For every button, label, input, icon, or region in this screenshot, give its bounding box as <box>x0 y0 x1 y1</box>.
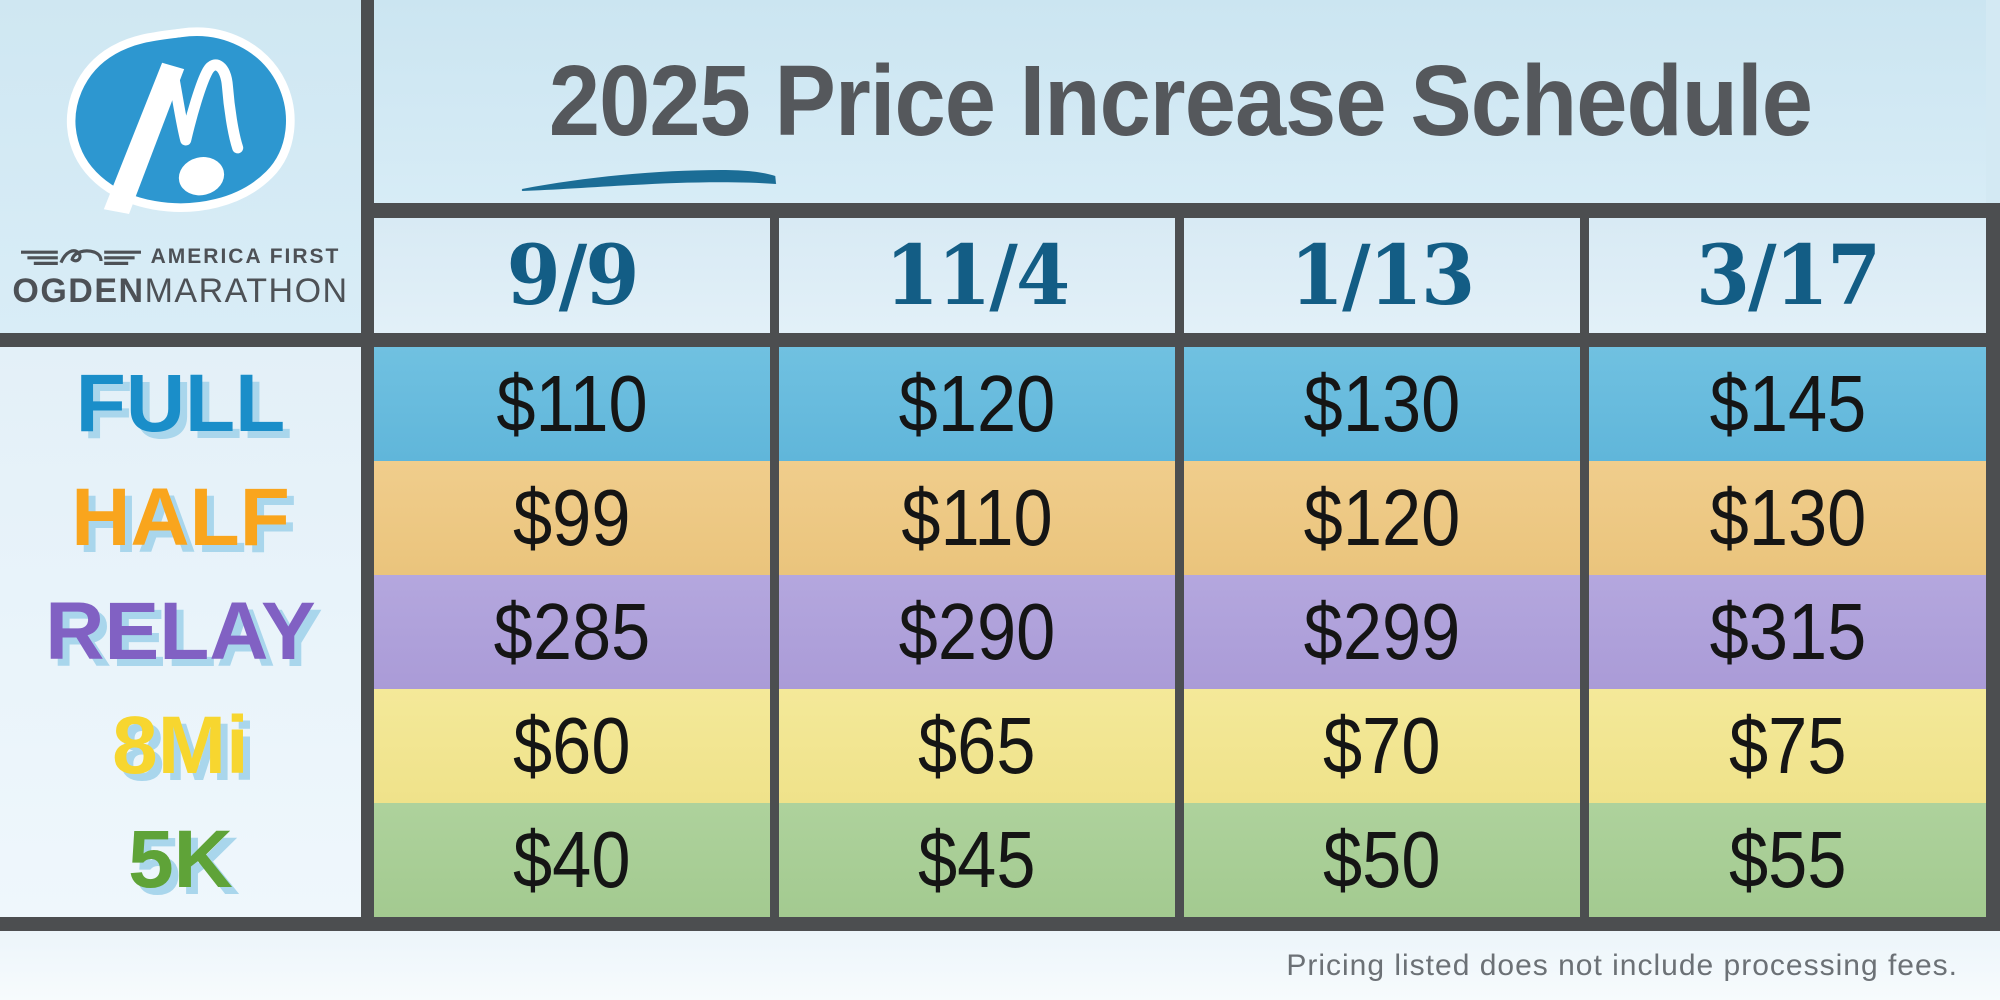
price-cell-half-11-4: $110 <box>779 461 1175 575</box>
underline-swoosh-icon <box>521 170 776 191</box>
header-bottom-border <box>0 333 2000 347</box>
race-label-full: FULL <box>75 358 286 449</box>
race-labels-column: FULL HALF RELAY 8Mi 5K <box>0 347 361 917</box>
price-cell-8mi-1-13: $70 <box>1184 689 1580 803</box>
price-cell-8mi-3-17: $75 <box>1589 689 1986 803</box>
brand-ogden-marathon-text: OGDENMARATHON <box>12 272 348 311</box>
price-cell-relay-1-13: $299 <box>1184 575 1580 689</box>
table-right-border <box>1986 203 2000 917</box>
header-top-border <box>374 203 2000 218</box>
brand-line-america-first: AMERICA FIRST <box>20 244 341 270</box>
price-cell-full-9-9: $110 <box>374 347 770 461</box>
price-cell-5k-9-9: $40 <box>374 803 770 917</box>
processing-fees-note: Pricing listed does not include processi… <box>1286 948 1958 982</box>
date-header-3-17: 3/17 <box>1589 218 1986 333</box>
price-cell-8mi-11-4: $65 <box>779 689 1175 803</box>
ogden-marathon-m-logo-icon <box>66 27 295 214</box>
race-label-relay: RELAY <box>45 586 316 677</box>
price-cell-half-3-17: $130 <box>1589 461 1986 575</box>
table-bottom-border <box>0 917 2000 931</box>
america-first-wings-icon <box>20 249 141 265</box>
price-cell-5k-1-13: $50 <box>1184 803 1580 917</box>
vertical-divider <box>361 0 374 917</box>
footer-strip: Pricing listed does not include processi… <box>0 931 2000 1000</box>
race-label-8mi: 8Mi <box>112 700 249 791</box>
price-cell-8mi-9-9: $60 <box>374 689 770 803</box>
title-area: 2025 Price Increase Schedule <box>374 0 1986 203</box>
brand-america-first-text: AMERICA FIRST <box>150 245 341 268</box>
race-label-half: HALF <box>71 472 290 563</box>
price-cell-full-1-13: $130 <box>1184 347 1580 461</box>
page-title: 2025 Price Increase Schedule <box>521 44 1812 191</box>
title-year: 2025 <box>521 44 776 191</box>
price-cell-relay-11-4: $290 <box>779 575 1175 689</box>
price-cell-full-11-4: $120 <box>779 347 1175 461</box>
brand-ogden: OGDEN <box>12 272 145 310</box>
title-rest: Price Increase Schedule <box>749 45 1812 157</box>
race-label-5k: 5K <box>128 814 233 905</box>
date-header-1-13: 1/13 <box>1184 218 1580 333</box>
price-cell-5k-11-4: $45 <box>779 803 1175 917</box>
price-cell-half-1-13: $120 <box>1184 461 1580 575</box>
logo-cell: AMERICA FIRST OGDENMARATHON <box>0 0 361 333</box>
brand-marathon: MARATHON <box>144 272 349 310</box>
price-cell-relay-9-9: $285 <box>374 575 770 689</box>
date-header-9-9: 9/9 <box>374 218 770 333</box>
m-left-stroke <box>103 62 184 214</box>
column-separator <box>1175 218 1184 917</box>
price-cell-half-9-9: $99 <box>374 461 770 575</box>
date-header-11-4: 11/4 <box>779 218 1175 333</box>
column-separator <box>770 218 779 917</box>
price-cell-full-3-17: $145 <box>1589 347 1986 461</box>
column-separator <box>1580 218 1589 917</box>
price-cell-5k-3-17: $55 <box>1589 803 1986 917</box>
price-cell-relay-3-17: $315 <box>1589 575 1986 689</box>
